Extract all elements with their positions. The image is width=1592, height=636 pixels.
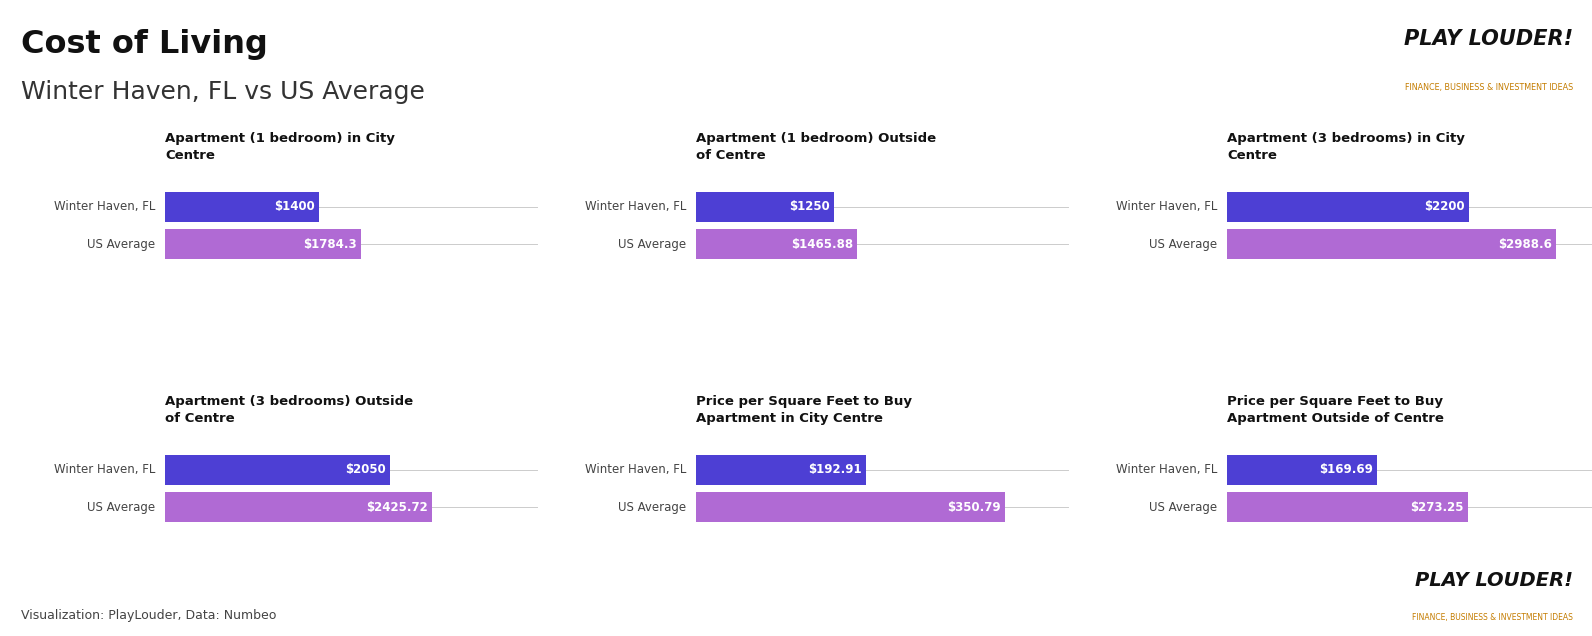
Text: $2050: $2050 [345, 463, 387, 476]
Text: Winter Haven, FL vs US Average: Winter Haven, FL vs US Average [21, 80, 425, 104]
Text: $2200: $2200 [1425, 200, 1465, 214]
Text: FINANCE, BUSINESS & INVESTMENT IDEAS: FINANCE, BUSINESS & INVESTMENT IDEAS [1404, 83, 1573, 92]
Text: Apartment (3 bedrooms) Outside
of Centre: Apartment (3 bedrooms) Outside of Centre [166, 395, 414, 425]
FancyBboxPatch shape [696, 492, 1005, 522]
Text: Apartment (1 bedroom) in City
Centre: Apartment (1 bedroom) in City Centre [166, 132, 395, 162]
FancyBboxPatch shape [166, 191, 318, 222]
FancyBboxPatch shape [166, 492, 431, 522]
FancyBboxPatch shape [1227, 492, 1468, 522]
Text: Visualization: PlayLouder, Data: Numbeo: Visualization: PlayLouder, Data: Numbeo [21, 609, 275, 622]
Text: $1784.3: $1784.3 [304, 238, 357, 251]
Text: $1400: $1400 [274, 200, 315, 214]
Text: US Average: US Average [1149, 238, 1218, 251]
Text: Winter Haven, FL: Winter Haven, FL [1116, 200, 1218, 214]
Text: Cost of Living: Cost of Living [21, 29, 267, 60]
FancyBboxPatch shape [696, 229, 858, 259]
Text: Apartment (1 bedroom) Outside
of Centre: Apartment (1 bedroom) Outside of Centre [696, 132, 936, 162]
FancyBboxPatch shape [166, 229, 361, 259]
FancyBboxPatch shape [696, 191, 834, 222]
Text: US Average: US Average [618, 238, 686, 251]
FancyBboxPatch shape [696, 455, 866, 485]
Text: $350.79: $350.79 [947, 501, 1000, 514]
FancyBboxPatch shape [1227, 455, 1377, 485]
FancyBboxPatch shape [1227, 229, 1555, 259]
Text: $1250: $1250 [788, 200, 829, 214]
FancyBboxPatch shape [1227, 191, 1469, 222]
Text: PLAY LOUDER!: PLAY LOUDER! [1415, 571, 1573, 590]
Text: FINANCE, BUSINESS & INVESTMENT IDEAS: FINANCE, BUSINESS & INVESTMENT IDEAS [1412, 613, 1573, 622]
Text: $1465.88: $1465.88 [791, 238, 853, 251]
FancyBboxPatch shape [166, 455, 390, 485]
Text: Winter Haven, FL: Winter Haven, FL [584, 200, 686, 214]
Text: $192.91: $192.91 [809, 463, 861, 476]
Text: US Average: US Average [618, 501, 686, 514]
Text: Winter Haven, FL: Winter Haven, FL [584, 463, 686, 476]
Text: $2425.72: $2425.72 [366, 501, 428, 514]
Text: Winter Haven, FL: Winter Haven, FL [54, 463, 154, 476]
Text: US Average: US Average [88, 501, 154, 514]
Text: US Average: US Average [1149, 501, 1218, 514]
Text: Apartment (3 bedrooms) in City
Centre: Apartment (3 bedrooms) in City Centre [1227, 132, 1465, 162]
Text: $169.69: $169.69 [1318, 463, 1372, 476]
Text: Winter Haven, FL: Winter Haven, FL [1116, 463, 1218, 476]
Text: Price per Square Feet to Buy
Apartment Outside of Centre: Price per Square Feet to Buy Apartment O… [1227, 395, 1444, 425]
Text: Price per Square Feet to Buy
Apartment in City Centre: Price per Square Feet to Buy Apartment i… [696, 395, 912, 425]
Text: PLAY LOUDER!: PLAY LOUDER! [1404, 29, 1573, 48]
Text: Winter Haven, FL: Winter Haven, FL [54, 200, 154, 214]
Text: $273.25: $273.25 [1411, 501, 1463, 514]
Text: $2988.6: $2988.6 [1498, 238, 1552, 251]
Text: US Average: US Average [88, 238, 154, 251]
